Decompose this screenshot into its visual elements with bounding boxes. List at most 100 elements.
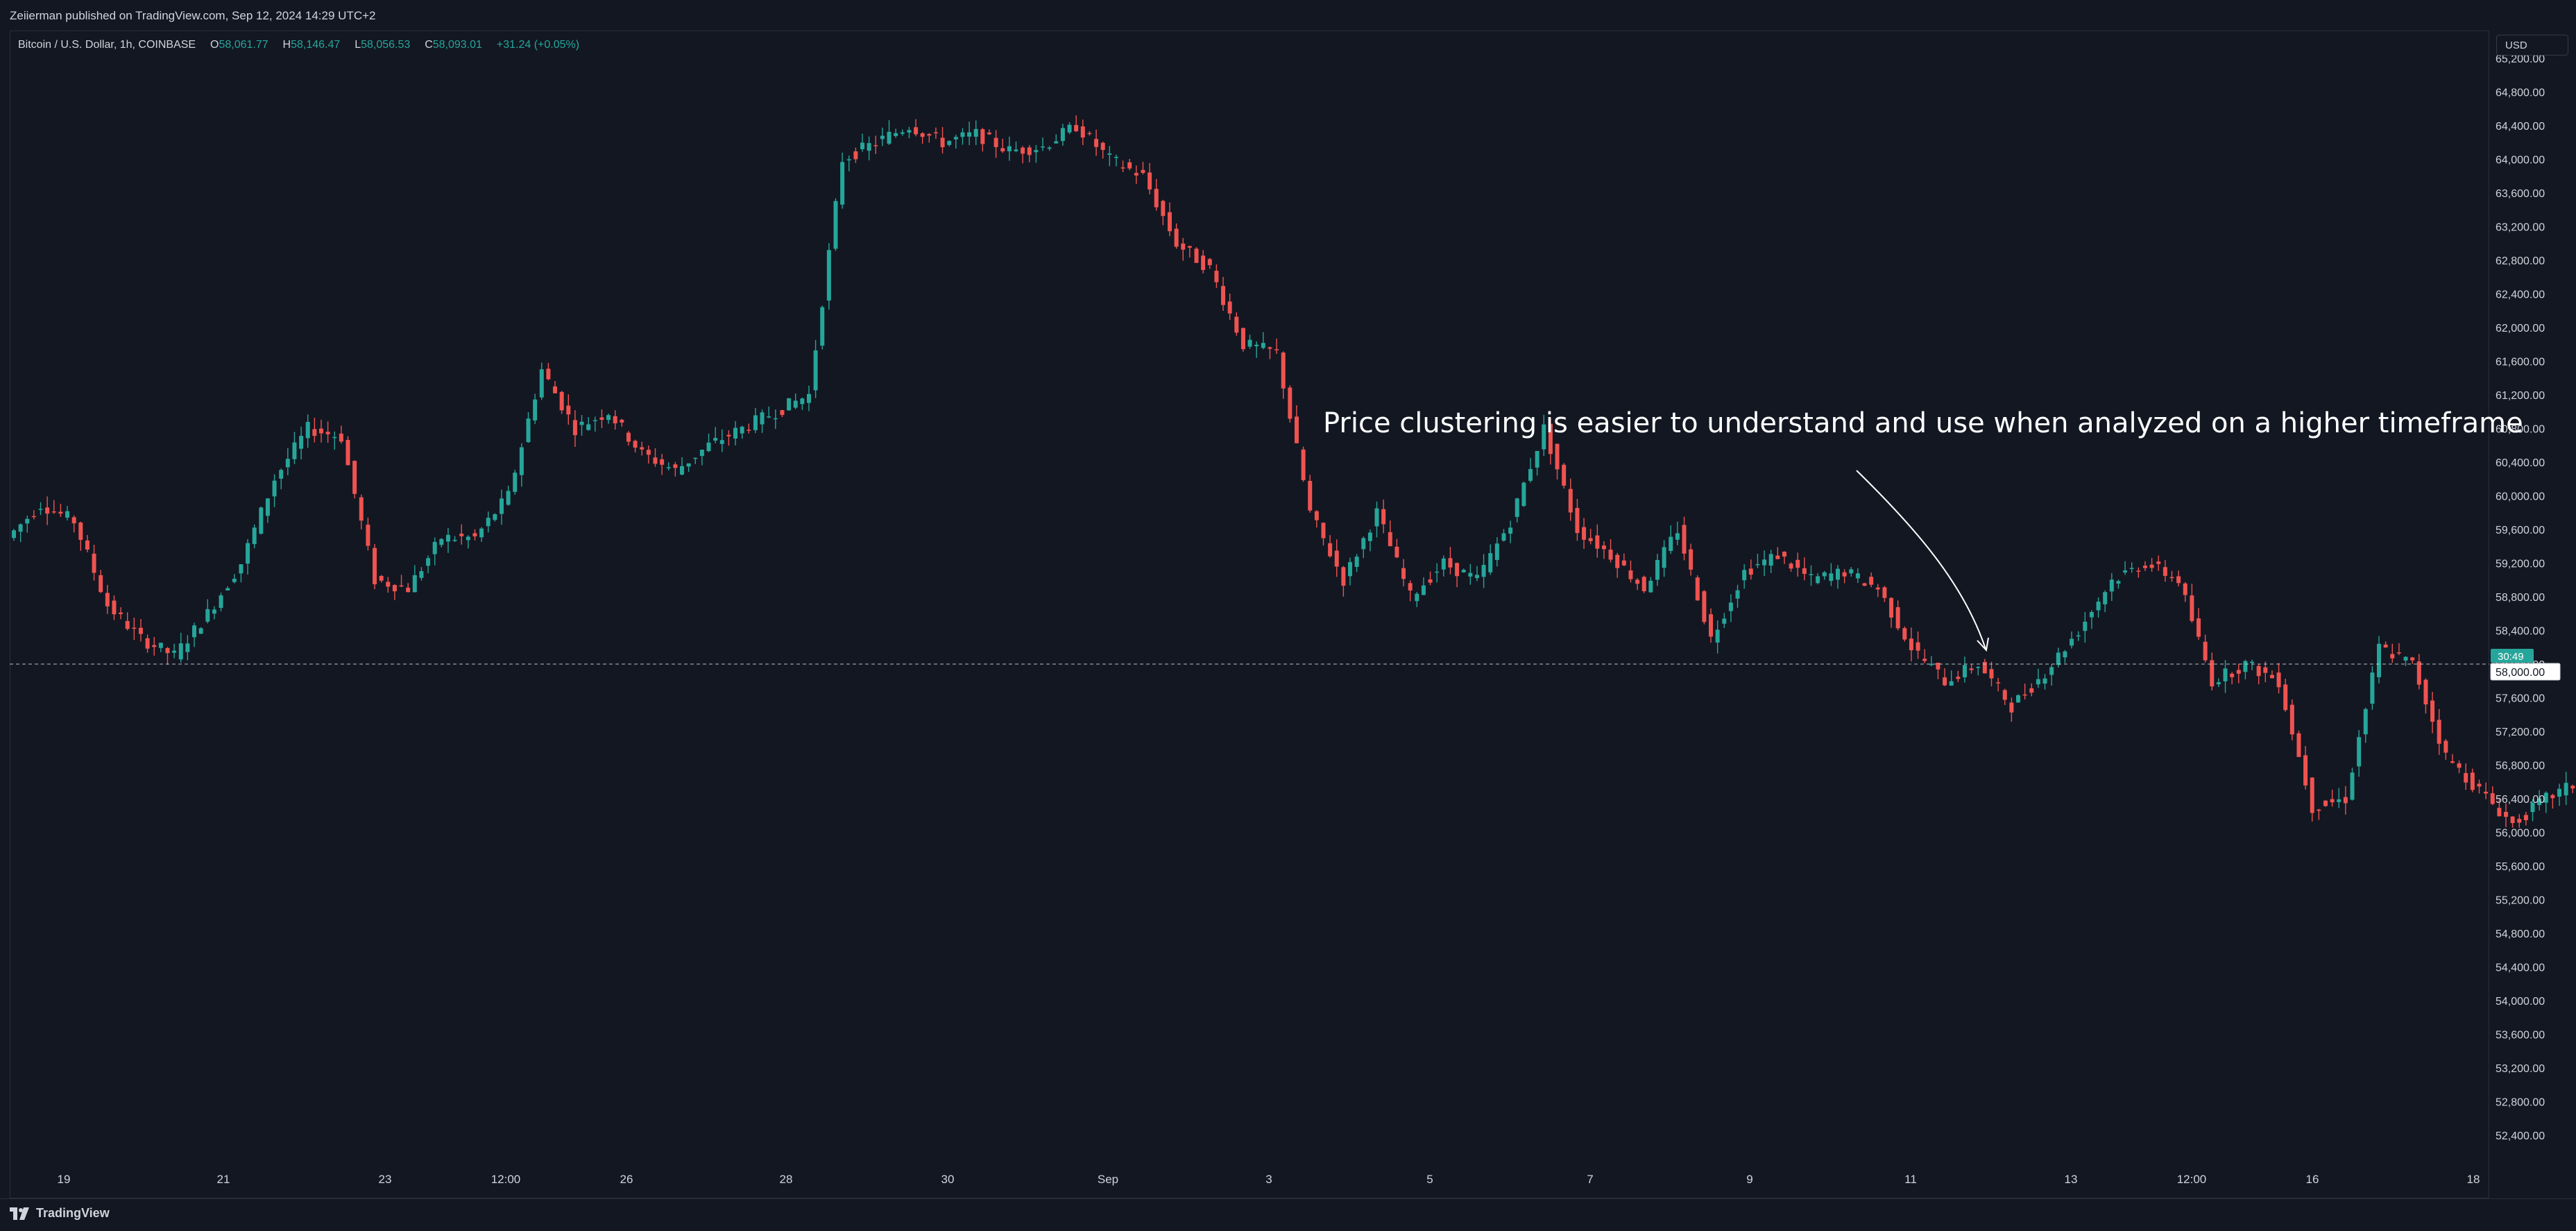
candle-body — [1682, 525, 1687, 554]
candle — [1748, 559, 1753, 580]
price-axis[interactable]: 65,200.00 64,800.00 64,400.00 64,000.00 63,6… — [2496, 53, 2545, 1142]
candle — [219, 593, 223, 612]
candle — [472, 529, 477, 541]
candle — [1655, 554, 1660, 586]
candle-body — [2283, 684, 2288, 711]
candle-body — [1902, 628, 1907, 640]
candle — [2002, 688, 2007, 705]
candle-body — [1234, 316, 1239, 333]
candle — [2036, 668, 2040, 688]
candle-body — [699, 450, 704, 457]
candle-body — [1996, 682, 2001, 684]
candle — [1882, 586, 1887, 602]
candle — [907, 126, 912, 139]
candle — [2063, 650, 2067, 663]
candle-body — [1060, 128, 1065, 142]
published-info: Zeiierman published on TradingView.com, … — [10, 9, 376, 22]
candle — [1829, 563, 1834, 586]
candle-body — [927, 134, 932, 136]
y-tick-label: 56,800.00 — [2496, 761, 2545, 772]
candle-body — [1374, 508, 1379, 527]
symbol-title: Bitcoin / U.S. Dollar, 1h, COINBASE — [18, 39, 196, 51]
candle — [1441, 555, 1446, 577]
candle-body — [1976, 667, 1981, 668]
candle-body — [2197, 618, 2201, 637]
candle — [867, 136, 871, 161]
candle — [1521, 481, 1526, 507]
chart-pane[interactable] — [10, 31, 2489, 1198]
candle — [379, 575, 384, 583]
candle — [1014, 141, 1018, 153]
candle-body — [1816, 576, 1820, 584]
candle — [138, 619, 143, 642]
candle-body — [1461, 570, 1466, 572]
candle — [486, 511, 491, 533]
y-tick-label: 55,600.00 — [2496, 861, 2545, 873]
candle — [699, 449, 704, 466]
candle — [99, 570, 103, 593]
currency-button[interactable]: USD — [2496, 35, 2568, 56]
candle — [1816, 573, 1820, 585]
candle-body — [1421, 585, 1426, 595]
candle — [2370, 665, 2375, 710]
candle — [1428, 571, 1433, 586]
candle-body — [1488, 553, 1493, 572]
candle-body — [1789, 563, 1793, 569]
candle-body — [2216, 682, 2221, 685]
candle-body — [339, 433, 343, 442]
close-label: C — [425, 39, 433, 51]
candle-body — [980, 129, 985, 144]
candle — [2083, 612, 2088, 643]
candle — [2096, 597, 2101, 618]
candle-body — [399, 585, 404, 587]
time-axis[interactable]: 19 21 23 12:00 26 28 30 Sep 3 5 7 9 11 13 12:00 16 18 — [58, 1173, 2480, 1186]
candle-body — [192, 625, 197, 638]
candle — [1575, 498, 1580, 541]
candle — [1388, 520, 1392, 547]
candle-body — [1494, 543, 1499, 560]
candle-body — [2063, 651, 2067, 658]
candle — [1902, 626, 1907, 642]
candle-body — [1515, 498, 1519, 517]
candle — [2236, 663, 2241, 684]
candle-body — [452, 539, 457, 541]
candle-body — [1849, 569, 1854, 574]
candle — [2410, 656, 2415, 664]
candle-body — [1367, 532, 1372, 541]
candle-body — [1635, 579, 1640, 584]
candle — [1367, 529, 1372, 552]
candle — [780, 409, 785, 418]
candle-body — [1521, 482, 1526, 507]
candle — [826, 243, 831, 310]
x-tick-label: 12:00 — [491, 1173, 521, 1186]
candle-body — [292, 442, 297, 459]
y-tick-label: 61,600.00 — [2496, 357, 2545, 368]
candle-body — [1120, 167, 1125, 169]
candle — [1254, 341, 1259, 358]
candle — [673, 461, 678, 477]
candle — [432, 537, 437, 566]
candle-body — [1735, 590, 1740, 599]
candle — [1034, 144, 1039, 163]
candle — [760, 409, 765, 433]
candle — [606, 414, 611, 424]
candle-body — [1702, 591, 1707, 622]
candle — [352, 460, 357, 499]
candle-body — [1802, 568, 1807, 575]
tradingview-logo[interactable]: TradingView — [10, 1206, 110, 1221]
candle — [2470, 768, 2475, 792]
candle — [993, 130, 998, 158]
candle-body — [606, 415, 611, 421]
candle-body — [246, 543, 250, 564]
candle-body — [2289, 704, 2294, 735]
candle — [105, 584, 110, 614]
candle — [1107, 146, 1112, 167]
candle — [1455, 562, 1460, 588]
candle — [2416, 654, 2421, 690]
candle-body — [65, 511, 70, 518]
candle-body — [2269, 674, 2274, 679]
candle — [1361, 536, 1366, 559]
candle — [2464, 763, 2468, 790]
candle — [145, 634, 150, 653]
candle-body — [1087, 133, 1092, 135]
